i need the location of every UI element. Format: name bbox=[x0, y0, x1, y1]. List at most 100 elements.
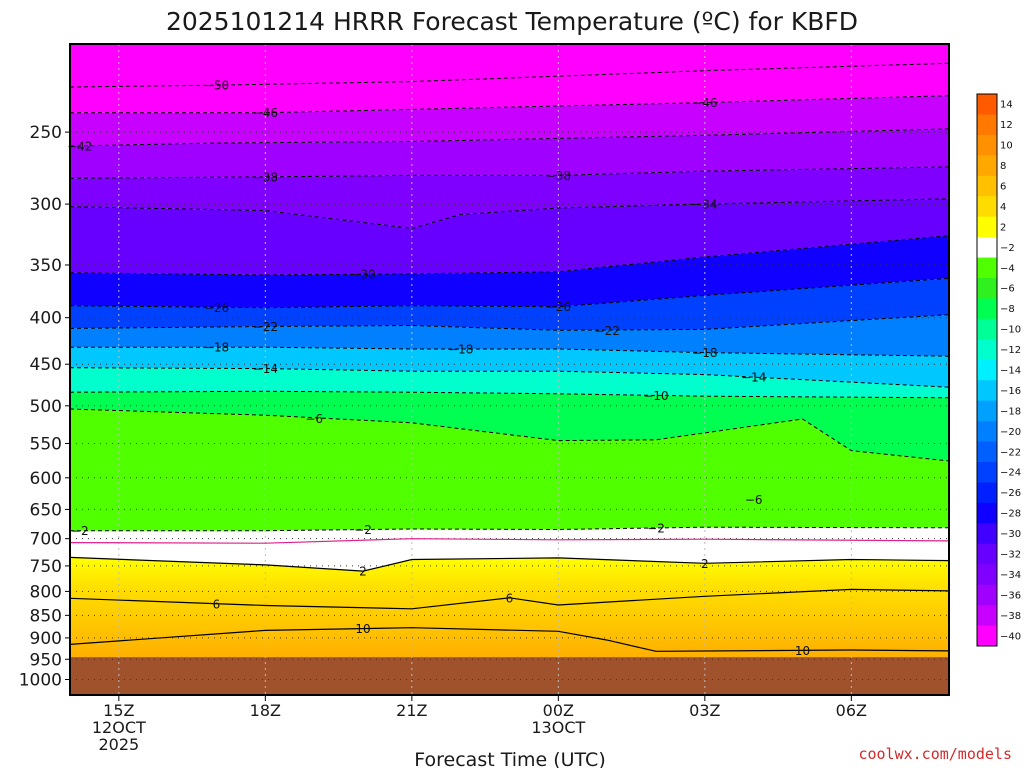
band-minus-12 bbox=[70, 367, 949, 398]
colorbar-label: 12 bbox=[1000, 120, 1013, 131]
colorbar-label: −34 bbox=[1000, 570, 1021, 581]
isotherm-line bbox=[70, 346, 949, 357]
x-tick-label: 00Z bbox=[543, 701, 574, 720]
isotherm-label: −6 bbox=[305, 412, 323, 426]
colorbar-swatch bbox=[977, 523, 997, 545]
colorbar-label: −12 bbox=[1000, 345, 1021, 356]
x-tick-label: 2025 bbox=[98, 735, 139, 754]
x-axis-label: Forecast Time (UTC) bbox=[414, 749, 605, 768]
colorbar-swatch bbox=[977, 298, 997, 320]
colorbar-swatch bbox=[977, 502, 997, 524]
isotherm-label: 10 bbox=[795, 644, 810, 658]
isotherm-label: −26 bbox=[546, 300, 571, 314]
band-minus-4 bbox=[70, 409, 949, 531]
colorbar-label: −16 bbox=[1000, 386, 1021, 397]
colorbar-swatch bbox=[977, 94, 997, 115]
isotherm-label: −18 bbox=[448, 343, 473, 357]
colorbar-label: −2 bbox=[1000, 243, 1015, 254]
band-near-zero bbox=[70, 527, 949, 572]
isotherm-label: 10 bbox=[355, 622, 370, 636]
colorbar-label: 14 bbox=[1000, 100, 1013, 111]
isotherm-line bbox=[70, 198, 949, 229]
isotherm-label: −50 bbox=[204, 79, 229, 93]
colorbar-swatch bbox=[977, 421, 997, 443]
colorbar-swatch bbox=[977, 441, 997, 463]
isotherm-lines bbox=[70, 62, 949, 652]
y-tick-label: 350 bbox=[30, 256, 62, 276]
isotherm-label: 2 bbox=[359, 565, 367, 579]
band-minus-34 bbox=[70, 166, 949, 229]
colorbar-swatch bbox=[977, 175, 997, 197]
colorbar-swatch bbox=[977, 482, 997, 504]
colorbar-swatch bbox=[977, 564, 997, 586]
isotherm-line bbox=[70, 62, 949, 88]
x-tick-label: 18Z bbox=[250, 701, 281, 720]
isotherm-label: −18 bbox=[204, 341, 229, 355]
isotherm-line bbox=[70, 235, 949, 276]
isotherm-label: 6 bbox=[213, 598, 221, 612]
colorbar-label: −30 bbox=[1000, 529, 1021, 540]
isotherm-label: −22 bbox=[595, 324, 620, 338]
colorbar-swatch bbox=[977, 318, 997, 340]
y-tick-label: 650 bbox=[30, 500, 62, 520]
colorbar-label: −40 bbox=[1000, 631, 1021, 642]
isotherm-line bbox=[70, 277, 949, 309]
plot-frame bbox=[69, 43, 950, 696]
isotherm-label: −38 bbox=[546, 169, 571, 183]
colorbar-label: −24 bbox=[1000, 468, 1021, 479]
colorbar-label: 2 bbox=[1000, 222, 1006, 233]
x-tick-label: 13OCT bbox=[531, 718, 585, 737]
colorbar-label: −38 bbox=[1000, 611, 1021, 622]
colorbar-swatch bbox=[977, 605, 997, 627]
isotherm-label: −14 bbox=[741, 371, 766, 385]
isotherm-line bbox=[70, 588, 949, 610]
band-minus-32 bbox=[70, 198, 949, 275]
colorbar-swatch bbox=[977, 216, 997, 238]
x-tick-label: 06Z bbox=[836, 701, 867, 720]
isotherm-label: −46 bbox=[692, 96, 717, 110]
isotherm-line bbox=[70, 556, 949, 572]
colorbar-label: −22 bbox=[1000, 447, 1021, 458]
band-minus-28 bbox=[70, 235, 949, 308]
band-minus-8 bbox=[70, 391, 949, 461]
isotherm-label: −2 bbox=[354, 523, 372, 537]
colorbar-swatch bbox=[977, 114, 997, 136]
colorbar-swatch bbox=[977, 625, 997, 647]
isotherm-label: −14 bbox=[253, 362, 278, 376]
y-tick-label: 500 bbox=[30, 397, 62, 417]
isotherm-label: −2 bbox=[71, 524, 89, 538]
credit-link[interactable]: coolwx.com/models bbox=[858, 745, 1012, 763]
isotherm-line bbox=[70, 95, 949, 114]
isotherm-label: −42 bbox=[67, 140, 92, 154]
colorbar-swatch bbox=[977, 400, 997, 422]
colorbar-label: −4 bbox=[1000, 263, 1015, 274]
y-tick-label: 300 bbox=[30, 195, 62, 215]
isotherm-label: −38 bbox=[253, 170, 278, 184]
y-tick-label: 900 bbox=[30, 629, 62, 649]
isotherm-line bbox=[70, 627, 949, 652]
isotherm-label: −6 bbox=[745, 493, 763, 507]
x-tick-label: 15Z bbox=[103, 701, 134, 720]
band-minus-36 bbox=[70, 128, 949, 179]
band-below-minus-40 bbox=[70, 44, 949, 113]
band-minus-24 bbox=[70, 278, 949, 331]
colorbar-swatch bbox=[977, 155, 997, 177]
y-tick-label: 400 bbox=[30, 309, 62, 329]
isotherm-line bbox=[70, 166, 949, 179]
colorbar-label: −28 bbox=[1000, 509, 1021, 520]
colorbar-swatch bbox=[977, 257, 997, 279]
isotherm-line bbox=[70, 526, 949, 532]
colorbar-label: 4 bbox=[1000, 202, 1006, 213]
isotherm-label: −26 bbox=[204, 301, 229, 315]
y-axis: 250 300 350 400 450 500 550 600 650 700 750 800 850 9… bbox=[19, 123, 70, 691]
colorbar-label: −18 bbox=[1000, 406, 1021, 417]
colorbar-swatch bbox=[977, 543, 997, 565]
y-tick-label: 800 bbox=[30, 582, 62, 602]
x-tick-label: 12OCT bbox=[92, 718, 146, 737]
isotherm-label: 6 bbox=[506, 591, 514, 605]
isotherm-label: 2 bbox=[701, 557, 709, 571]
colorbar-swatch bbox=[977, 359, 997, 381]
isotherm-label: −22 bbox=[253, 320, 278, 334]
isotherm-line bbox=[70, 314, 949, 331]
